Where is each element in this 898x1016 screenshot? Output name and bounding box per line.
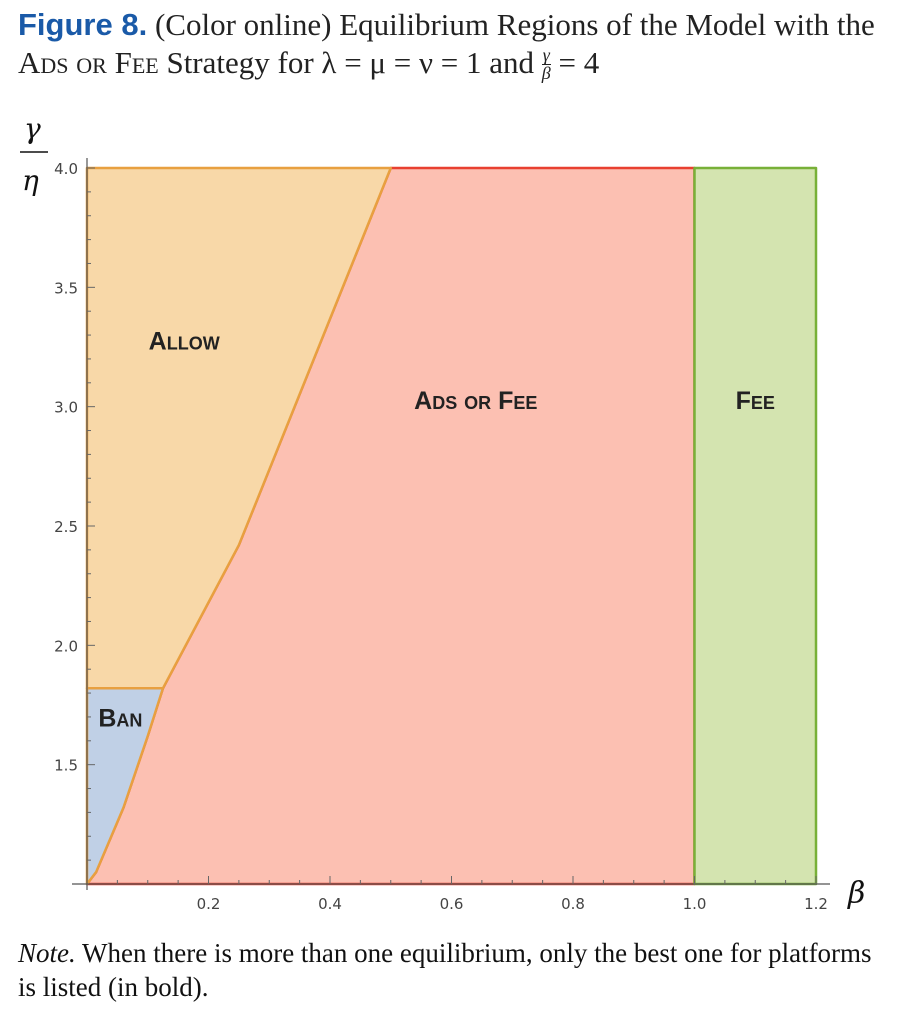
caption-ratio-num: γ [541, 45, 551, 65]
y-tick-label: 2.5 [54, 518, 78, 536]
region-label-fee: Fee [736, 387, 775, 415]
caption-text-after: Strategy for λ = μ = ν = 1 and [166, 45, 535, 80]
x-tick-label: 0.8 [561, 895, 585, 913]
y-tick-label: 4.0 [54, 160, 78, 178]
y-axis-symbol-numerator: γ [24, 112, 41, 145]
region-label-layer: Allow Ads or Fee Fee Ban [98, 327, 775, 732]
figure-note: Note. When there is more than one equili… [18, 936, 888, 1004]
y-tick-label: 3.0 [54, 399, 78, 417]
y-axis-symbol-denominator: η [22, 164, 39, 197]
figure-caption: Figure 8. (Color online) Equilibrium Reg… [18, 6, 888, 82]
caption-ratio: γ β [541, 45, 551, 83]
x-tick-label: 0.2 [197, 895, 221, 913]
x-tick-label: 1.2 [804, 895, 828, 913]
y-tick-label: 1.5 [54, 757, 78, 775]
equilibrium-region-chart: 0.2 0.4 0.6 0.8 1.0 1.2 1.5 2.0 2.5 3.0 3.5 4.0 All… [20, 112, 865, 913]
tick-layer: 0.2 0.4 0.6 0.8 1.0 1.2 1.5 2.0 2.5 3.0 3.5 4.0 [54, 160, 828, 913]
y-tick-label: 2.0 [54, 637, 78, 655]
caption-strategy: Ads or Fee [18, 45, 159, 80]
figure-label: Figure 8. [18, 7, 148, 42]
y-tick-label: 3.5 [54, 279, 78, 297]
x-tick-label: 0.6 [440, 895, 464, 913]
region-layer [85, 166, 818, 886]
x-axis-symbol: β [847, 876, 865, 911]
caption-text-before: (Color online) Equilibrium Regions of th… [154, 7, 875, 42]
region-label-ads-or-fee: Ads or Fee [414, 387, 537, 415]
region-fee [693, 166, 818, 886]
note-text: When there is more than one equilibrium,… [18, 938, 872, 1002]
region-label-ban: Ban [98, 704, 142, 732]
x-tick-label: 0.4 [318, 895, 342, 913]
caption-ratio-den: β [541, 63, 551, 83]
region-label-allow: Allow [149, 327, 220, 355]
note-label: Note. [18, 938, 76, 968]
caption-ratio-value: = 4 [558, 45, 600, 80]
x-tick-label: 1.0 [683, 895, 707, 913]
